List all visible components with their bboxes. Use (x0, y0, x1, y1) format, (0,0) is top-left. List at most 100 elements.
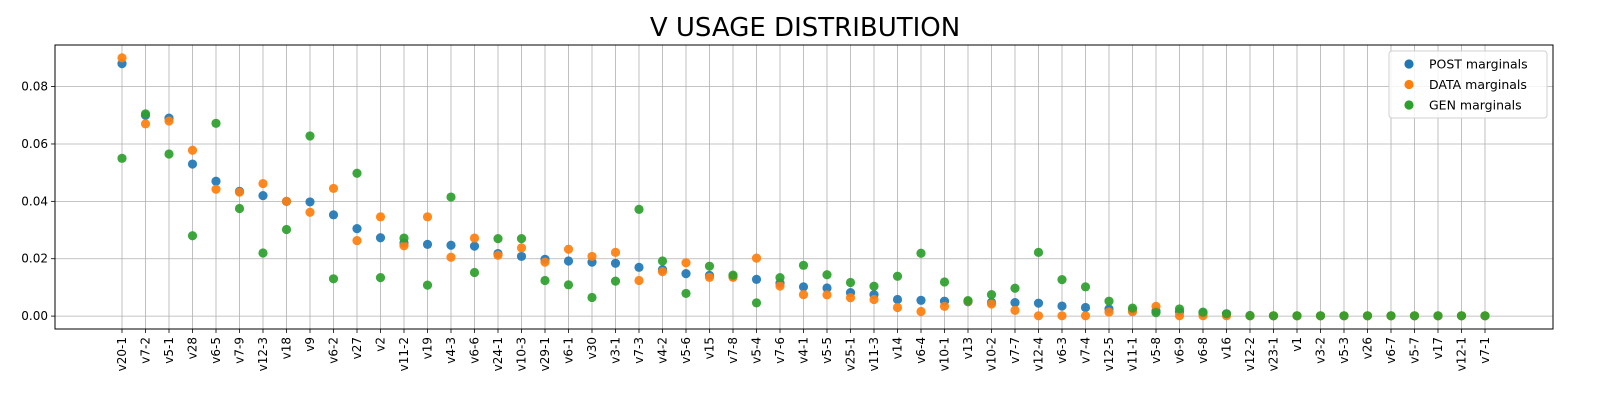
data-point (916, 295, 926, 305)
data-point (1010, 283, 1020, 293)
data-point (187, 159, 198, 169)
data-point (610, 258, 621, 268)
data-point (446, 192, 456, 202)
x-tick-label: v11-2 (397, 337, 411, 371)
x-tick-label: v28 (186, 337, 200, 359)
x-tick-label: v12-4 (1032, 337, 1046, 371)
data-point (634, 204, 644, 214)
x-tick-label: v6-8 (1196, 337, 1210, 364)
data-point (657, 256, 668, 266)
data-point (1433, 311, 1443, 321)
data-point (728, 270, 738, 280)
y-tick-label: 0.08 (21, 80, 48, 94)
data-point (422, 212, 433, 222)
data-point (1292, 311, 1302, 321)
data-point (657, 267, 668, 277)
x-tick-label: v16 (1220, 337, 1234, 359)
x-tick-label: v9 (303, 337, 317, 352)
x-tick-label: v29-1 (538, 337, 552, 371)
data-point (704, 272, 715, 282)
x-tick-label: v7-7 (1008, 337, 1022, 364)
chart-title: V USAGE DISTRIBUTION (650, 13, 960, 43)
x-tick-label: v12-2 (1243, 337, 1257, 371)
x-tick-label: v11-1 (1126, 337, 1140, 371)
data-point (1221, 309, 1232, 319)
x-tick-label: v6-1 (562, 337, 576, 364)
data-point (845, 293, 856, 303)
data-point (516, 251, 527, 262)
x-tick-label: v6-3 (1055, 337, 1069, 364)
x-tick-label: v7-4 (1079, 337, 1093, 364)
data-point (563, 280, 574, 290)
data-point (892, 271, 903, 281)
data-point (963, 296, 973, 306)
data-point (305, 197, 315, 207)
x-tick-label: v12-3 (256, 337, 270, 371)
data-point (446, 252, 456, 262)
data-point (258, 178, 268, 189)
data-point (540, 275, 550, 286)
x-tick-label: v3-2 (1314, 337, 1328, 364)
data-point (446, 240, 456, 250)
x-tick-label: v6-9 (1173, 337, 1187, 364)
data-point (1151, 308, 1161, 318)
data-point (751, 274, 762, 284)
data-point (986, 299, 997, 309)
plot-points (117, 53, 1490, 321)
data-point (751, 298, 762, 308)
legend-marker (1404, 79, 1414, 90)
data-point (775, 273, 785, 283)
data-point (892, 294, 903, 305)
data-point (422, 239, 433, 249)
data-point (375, 273, 386, 283)
x-tick-label: v2 (374, 337, 388, 352)
data-point (1033, 311, 1044, 321)
data-point (164, 116, 174, 126)
data-point (869, 281, 879, 291)
data-point (1174, 304, 1185, 314)
data-point (1104, 307, 1114, 317)
data-point (704, 261, 715, 271)
y-axis: 0.00 0.02 0.04 0.06 0.08 (21, 80, 55, 323)
data-point (305, 131, 315, 141)
x-tick-label: v7-6 (773, 337, 787, 364)
y-tick-label: 0.06 (21, 137, 48, 151)
data-point (1033, 298, 1044, 308)
x-tick-label: v5-4 (750, 337, 764, 364)
data-point (634, 275, 644, 286)
x-tick-label: v6-7 (1384, 337, 1398, 364)
data-point (305, 207, 315, 217)
x-tick-label: v12-1 (1455, 337, 1469, 371)
x-tick-label: v1 (1290, 337, 1304, 352)
data-point (1010, 305, 1020, 315)
x-tick-label: v10-2 (985, 337, 999, 371)
data-point (187, 231, 198, 241)
y-tick-label: 0.02 (21, 252, 48, 266)
x-tick-label: v6-6 (468, 337, 482, 364)
data-point (328, 183, 339, 194)
legend-marker (1404, 100, 1414, 110)
data-point (798, 282, 809, 292)
data-point (587, 292, 597, 303)
x-tick-label: v5-7 (1408, 337, 1422, 364)
data-point (1057, 301, 1067, 311)
x-tick-label: v5-1 (162, 337, 176, 364)
data-point (1080, 311, 1091, 321)
x-tick-label: v7-9 (233, 337, 247, 364)
x-tick-label: v5-6 (679, 337, 693, 364)
x-tick-label: v10-3 (515, 337, 529, 371)
data-point (1104, 296, 1114, 306)
data-point (1198, 307, 1208, 317)
data-point (681, 269, 691, 279)
x-tick-label: v11-3 (867, 337, 881, 371)
data-point (822, 283, 832, 293)
data-point (869, 294, 879, 305)
x-tick-label: v5-5 (820, 337, 834, 364)
data-point (822, 290, 832, 300)
x-tick-label: v18 (280, 337, 294, 359)
data-point (375, 233, 386, 243)
data-point (258, 248, 268, 258)
x-tick-label: v17 (1431, 337, 1445, 359)
data-point (493, 234, 503, 244)
x-tick-label: v14 (891, 337, 905, 359)
